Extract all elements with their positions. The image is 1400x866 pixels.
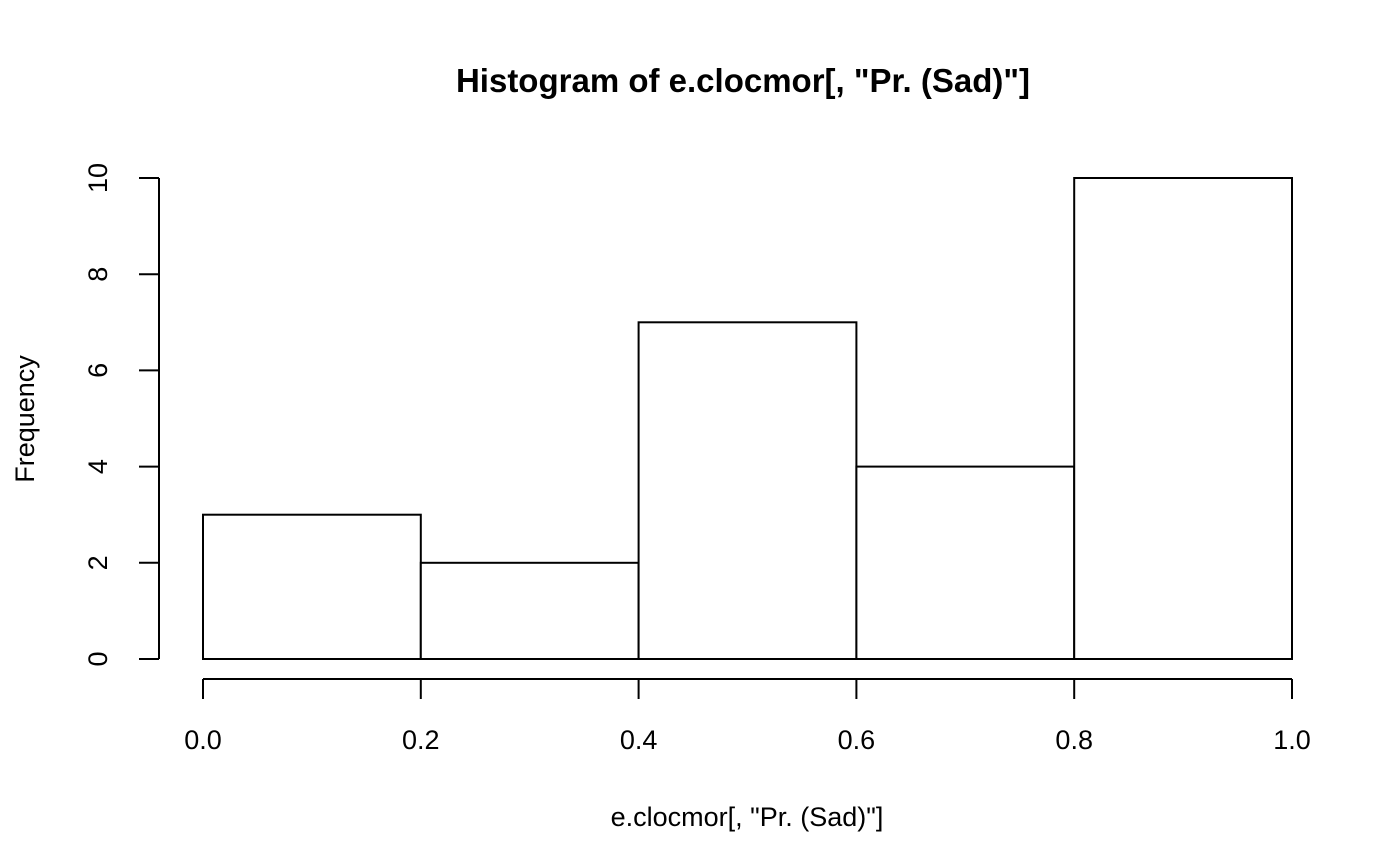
y-tick-label: 8 xyxy=(83,267,113,282)
y-tick-label: 6 xyxy=(83,363,113,378)
x-axis-label: e.clocmor[, "Pr. (Sad)"] xyxy=(611,802,884,832)
histogram-bar xyxy=(202,513,422,661)
x-tick-label: 0.6 xyxy=(838,725,876,755)
x-tick-label: 1.0 xyxy=(1273,725,1311,755)
y-tick-label: 4 xyxy=(83,459,113,474)
histogram-bar xyxy=(637,321,858,660)
y-tick-label: 10 xyxy=(83,163,113,193)
y-axis-label: Frequency xyxy=(10,355,40,483)
y-tick-label: 2 xyxy=(83,555,113,570)
histogram-bar xyxy=(855,465,1076,660)
x-tick-label: 0.2 xyxy=(402,725,440,755)
histogram-bar xyxy=(1073,177,1293,660)
histogram-bar xyxy=(419,561,640,660)
bars-group xyxy=(202,177,1293,661)
y-axis: 0 2 4 6 8 10 xyxy=(83,163,160,667)
x-tick-label: 0.8 xyxy=(1055,725,1093,755)
x-tick-label: 0.4 xyxy=(620,725,658,755)
y-tick-label: 0 xyxy=(83,651,113,666)
x-tick-label: 0.0 xyxy=(184,725,222,755)
chart-title: Histogram of e.clocmor[, "Pr. (Sad)"] xyxy=(456,62,1030,99)
x-axis: 0.0 0.2 0.4 0.6 0.8 1.0 xyxy=(184,678,1311,755)
